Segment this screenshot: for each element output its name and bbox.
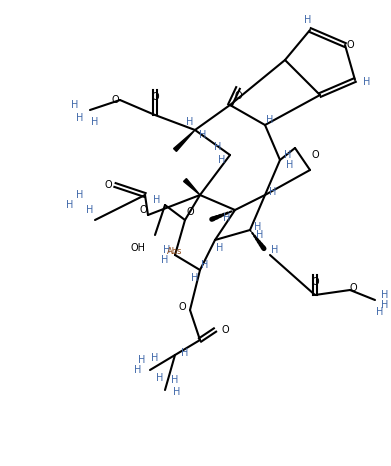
Text: H: H <box>151 353 159 363</box>
Text: H: H <box>163 245 171 255</box>
Text: H: H <box>376 307 384 317</box>
Text: H: H <box>266 115 274 125</box>
Text: H: H <box>214 142 222 152</box>
Text: H: H <box>191 273 199 283</box>
Text: H: H <box>66 200 74 210</box>
Text: H: H <box>156 373 164 383</box>
Text: O: O <box>186 207 194 217</box>
Text: H: H <box>91 117 99 127</box>
Text: O: O <box>349 283 357 293</box>
Text: H: H <box>256 230 264 240</box>
Text: H: H <box>254 222 262 232</box>
Text: H: H <box>284 150 292 160</box>
Text: H: H <box>304 15 312 25</box>
Text: H: H <box>71 100 79 110</box>
Text: O: O <box>111 95 119 105</box>
Text: H: H <box>76 113 84 123</box>
Text: O: O <box>104 180 112 190</box>
Text: H: H <box>173 387 181 397</box>
Text: O: O <box>311 277 319 287</box>
Text: O: O <box>311 150 319 160</box>
Polygon shape <box>184 178 200 195</box>
Text: H: H <box>161 255 169 265</box>
Text: H: H <box>271 245 279 255</box>
Text: H: H <box>363 77 371 87</box>
Text: H: H <box>216 243 224 253</box>
Text: Abs: Abs <box>167 247 183 256</box>
Text: O: O <box>178 302 186 312</box>
Text: OH: OH <box>131 243 145 253</box>
Text: O: O <box>151 92 159 102</box>
Text: H: H <box>218 155 226 165</box>
Polygon shape <box>174 130 195 151</box>
Text: H: H <box>171 375 179 385</box>
Text: O: O <box>139 205 147 215</box>
Text: H: H <box>199 130 207 140</box>
Text: H: H <box>135 365 142 375</box>
Text: O: O <box>346 40 354 50</box>
Text: H: H <box>76 190 84 200</box>
Text: H: H <box>181 348 189 358</box>
Text: H: H <box>201 260 209 270</box>
Text: H: H <box>223 213 231 223</box>
Text: H: H <box>187 117 194 127</box>
Text: H: H <box>381 290 389 300</box>
Text: H: H <box>286 160 294 170</box>
Text: H: H <box>138 355 146 365</box>
Text: H: H <box>269 187 277 197</box>
Text: O: O <box>221 325 229 335</box>
Text: O: O <box>234 91 242 101</box>
Text: H: H <box>153 195 161 205</box>
Text: H: H <box>381 300 389 310</box>
Text: H: H <box>86 205 94 215</box>
